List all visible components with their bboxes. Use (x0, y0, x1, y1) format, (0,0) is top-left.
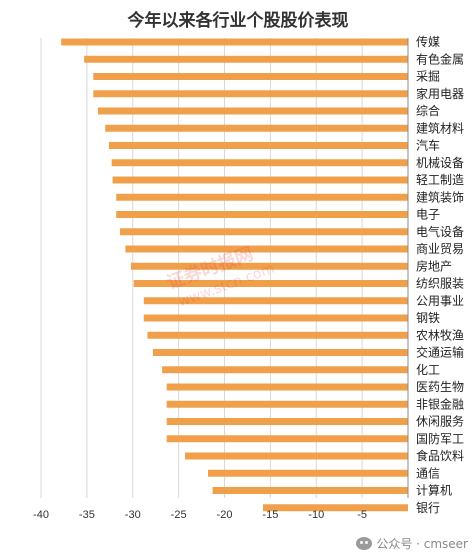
category-labels: 传媒有色金属采掘家用电器综合建筑材料汽车机械设备轻工制造建筑装饰电子电气设备商业… (416, 34, 464, 515)
wechat-account-label: 公众号 · cmseer (376, 537, 468, 551)
category-label: 食品饮料 (416, 448, 464, 463)
x-tick-label: -30 (125, 509, 141, 521)
bar (212, 487, 408, 494)
chart-title: 今年以来各行业个股股价表现 (127, 11, 349, 31)
category-label: 交通运输 (416, 345, 464, 360)
category-label: 综合 (416, 103, 440, 118)
bar (130, 262, 409, 270)
bar (112, 176, 408, 184)
category-label: 有色金属 (416, 51, 464, 66)
category-label: 传媒 (416, 34, 440, 49)
bar (93, 90, 409, 98)
category-label: 农林牧渔 (416, 328, 464, 342)
x-tick-label: -35 (79, 509, 95, 521)
category-label: 房地产 (416, 258, 452, 273)
category-label: 采掘 (416, 69, 440, 84)
bar (105, 124, 408, 132)
bar (119, 228, 408, 236)
category-label: 国防军工 (416, 431, 464, 446)
bar (152, 349, 408, 356)
category-label: 医药生物 (416, 380, 464, 394)
category-label: 商业贸易 (416, 241, 464, 256)
x-tick-labels: -40 -35 -30 -25 -20 -15 -10 -5 (33, 509, 367, 521)
bar (166, 400, 408, 408)
x-tick-label: -10 (308, 509, 324, 521)
x-tick-label: -5 (357, 509, 367, 521)
wechat-account-mark: 公众号 · cmseer (356, 535, 468, 552)
bar (143, 297, 408, 305)
bar (111, 159, 409, 167)
bar (108, 142, 409, 149)
x-tick-label: -15 (262, 509, 278, 521)
bar (162, 366, 408, 374)
category-label: 银行 (416, 501, 440, 515)
bar (166, 383, 408, 391)
category-label: 公用事业 (416, 294, 464, 308)
bar (61, 38, 409, 46)
bar (166, 418, 408, 425)
bar (97, 107, 408, 115)
category-label: 休闲服务 (416, 414, 464, 429)
category-label: 汽车 (416, 138, 440, 153)
category-label: 轻工制造 (416, 173, 464, 187)
category-label: 化工 (416, 363, 440, 377)
bar (143, 314, 408, 322)
wechat-icon (356, 537, 373, 550)
x-tick-label: -20 (217, 509, 233, 521)
category-label: 通信 (416, 466, 440, 480)
bar (207, 469, 408, 477)
category-label: 建筑装饰 (416, 189, 464, 204)
bar (133, 280, 409, 287)
category-label: 电子 (416, 208, 440, 222)
category-label: 计算机 (416, 483, 452, 498)
bar (93, 73, 409, 80)
bar (263, 504, 408, 512)
category-label: 家用电器 (416, 86, 464, 101)
bars (61, 38, 409, 512)
category-label: 机械设备 (416, 155, 464, 170)
category-label: 建筑材料 (416, 120, 464, 135)
category-label: 非银金融 (416, 396, 464, 411)
bar (125, 245, 408, 253)
category-label: 钢铁 (416, 311, 440, 325)
bar (166, 435, 408, 443)
x-tick-label: -25 (171, 509, 187, 521)
category-label: 电气设备 (416, 224, 464, 239)
bar (185, 452, 408, 460)
bar (116, 211, 409, 218)
bar (147, 331, 408, 339)
bar (116, 193, 409, 201)
category-label: 纺织服装 (416, 277, 464, 291)
x-tick-label: -40 (33, 509, 49, 521)
bar (84, 55, 408, 63)
